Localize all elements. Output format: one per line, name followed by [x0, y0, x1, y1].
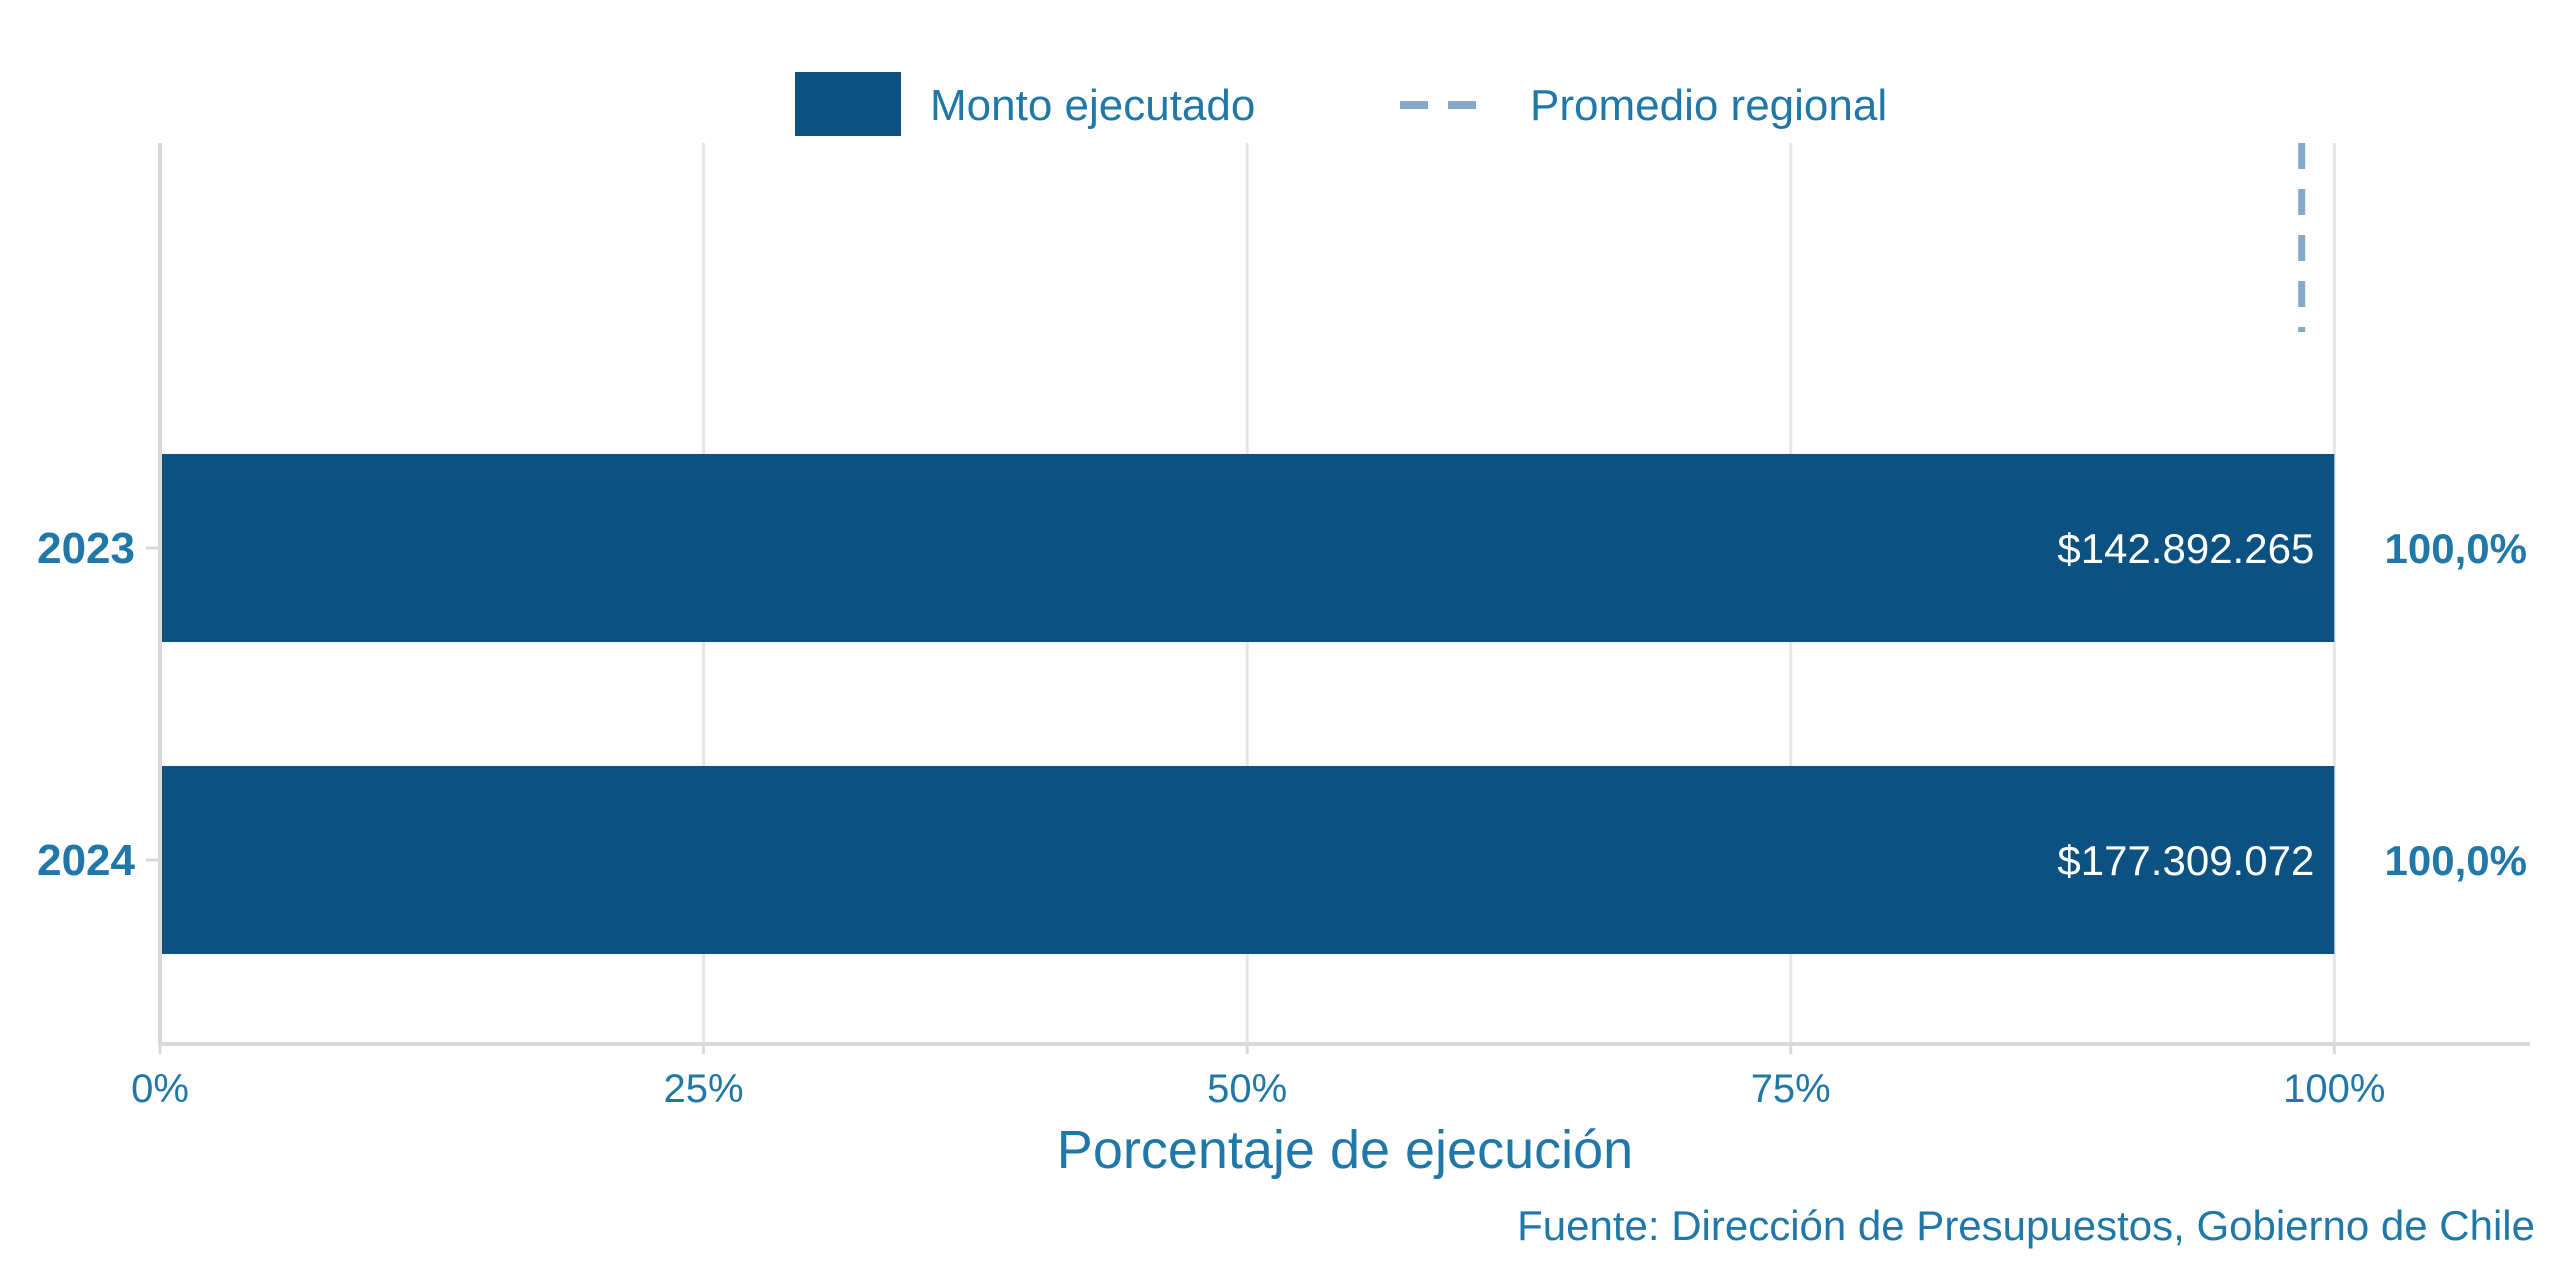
- bar-2024: [162, 766, 2335, 954]
- bar-percent-label-2024: 100,0%: [2385, 837, 2527, 884]
- source-caption: Fuente: Dirección de Presupuestos, Gobie…: [1517, 1202, 2535, 1249]
- x-tick-label: 75%: [1751, 1067, 1831, 1111]
- x-axis-title: Porcentaje de ejecución: [1057, 1120, 1633, 1180]
- bar-2023: [162, 454, 2335, 642]
- x-tick-label: 0%: [131, 1067, 189, 1111]
- x-tick-label: 50%: [1207, 1067, 1287, 1111]
- bar-amount-label-2024: $177.309.072: [2057, 837, 2314, 884]
- legend-label-promedio-regional: Promedio regional: [1530, 81, 1887, 130]
- x-tick-label: 25%: [664, 1067, 744, 1111]
- bar-percent-label-2023: 100,0%: [2385, 525, 2527, 572]
- bars: [162, 454, 2335, 954]
- axes: 0% 25% 50% 75% 100%: [131, 143, 2530, 1111]
- bar-amount-label-2023: $142.892.265: [2057, 525, 2314, 572]
- x-tick-label: 100%: [2283, 1067, 2385, 1111]
- y-tick-label-2024: 2024: [37, 836, 135, 885]
- legend-swatch-monto-ejecutado: [795, 72, 901, 136]
- labels: 2023 $142.892.265 100,0% 2024 $177.309.072 10…: [37, 524, 2535, 1249]
- legend: Monto ejecutado Promedio regional: [795, 72, 1887, 136]
- legend-label-monto-ejecutado: Monto ejecutado: [930, 81, 1255, 130]
- y-tick-label-2023: 2023: [37, 524, 135, 573]
